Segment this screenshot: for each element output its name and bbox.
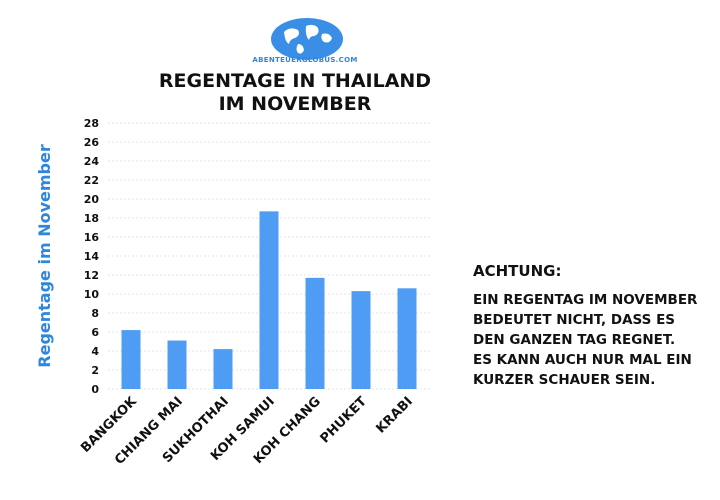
logo-text: ABENTEUERGLOBUS.COM	[252, 56, 358, 64]
note-box: ACHTUNG: EIN REGENTAG IM NOVEMBER BEDEUT…	[473, 262, 720, 390]
y-tick-label: 20	[84, 193, 100, 206]
bar-chiang-mai	[167, 340, 187, 389]
bar-koh-samui	[259, 211, 279, 389]
bar-bangkok	[121, 330, 141, 389]
note-line-2: BEDEUTET NICHT, DASS ES	[473, 312, 676, 328]
y-tick-label: 18	[84, 212, 99, 225]
y-tick-label: 26	[84, 136, 100, 149]
bar-krabi	[397, 288, 417, 389]
note-body: EIN REGENTAG IM NOVEMBER BEDEUTET NICHT,…	[473, 290, 720, 390]
y-tick-label: 28	[84, 117, 99, 130]
chart-title-line-2: IM NOVEMBER	[218, 93, 372, 115]
y-tick-label: 4	[91, 345, 99, 358]
x-tick-label: PHUKET	[318, 394, 370, 446]
y-tick-label: 22	[84, 174, 99, 187]
y-tick-label: 14	[84, 250, 100, 263]
y-tick-label: 6	[91, 326, 99, 339]
chart-title-line-1: REGENTAGE IN THAILAND	[158, 70, 432, 92]
y-tick-label: 10	[84, 288, 100, 301]
globe-logo-icon	[271, 18, 343, 60]
y-tick-label: 2	[91, 364, 99, 377]
y-tick-label: 0	[91, 383, 99, 396]
y-tick-label: 12	[84, 269, 99, 282]
bars	[121, 211, 417, 389]
bar-koh-chang	[305, 277, 325, 389]
note-line-5: KURZER SCHAUER SEIN.	[473, 372, 656, 388]
bar-sukhothai	[213, 349, 233, 389]
bar-phuket	[351, 291, 371, 389]
note-line-1: EIN REGENTAG IM NOVEMBER	[473, 292, 698, 308]
y-tick-label: 8	[91, 307, 99, 320]
note-heading: ACHTUNG:	[473, 262, 562, 280]
y-tick-label: 16	[84, 231, 100, 244]
y-axis-label: Regentage im November	[35, 144, 54, 368]
x-tick-label: KRABI	[373, 394, 415, 436]
y-tick-label: 24	[84, 155, 100, 168]
chart-title: REGENTAGE IN THAILAND IM NOVEMBER	[130, 70, 460, 116]
note-line-3: DEN GANZEN TAG REGNET.	[473, 332, 676, 348]
note-line-4: ES KANN AUCH NUR MAL EIN	[473, 352, 692, 368]
